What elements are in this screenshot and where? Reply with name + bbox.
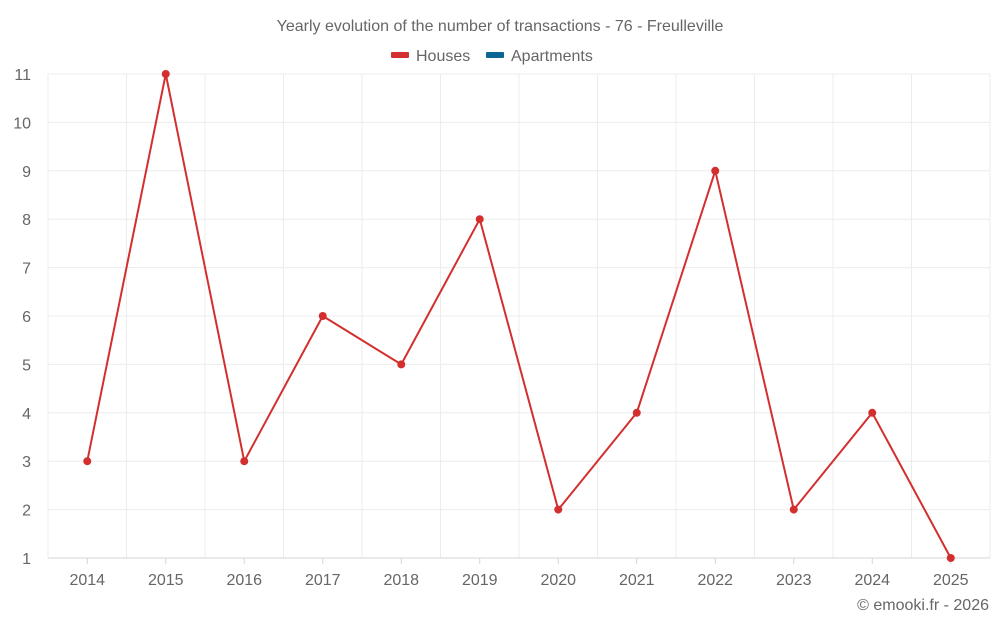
y-tick-label: 9 [22, 164, 31, 181]
legend-label-apartments: Apartments [511, 48, 593, 65]
x-tick-label: 2023 [776, 572, 812, 589]
data-point[interactable] [868, 408, 877, 417]
legend-item-houses[interactable]: Houses [391, 48, 470, 65]
chart-title: Yearly evolution of the number of transa… [277, 18, 724, 35]
x-tick-label: 2020 [540, 572, 576, 589]
data-point[interactable] [397, 360, 406, 369]
legend-swatch-houses [391, 52, 409, 58]
x-tick-label: 2017 [305, 572, 341, 589]
x-tick-label: 2022 [697, 572, 733, 589]
legend-item-apartments[interactable]: Apartments [486, 48, 593, 65]
x-tick-label: 2016 [226, 572, 262, 589]
x-tick-label: 2014 [69, 572, 105, 589]
series-line-houses [86, 73, 952, 559]
data-point[interactable] [475, 215, 484, 224]
y-tick-label: 1 [22, 551, 31, 568]
x-axis: 2014 2015 2016 2017 2018 2019 2020 2021 2022 2023… [48, 557, 990, 589]
y-tick-label: 11 [14, 67, 31, 84]
data-point[interactable] [789, 505, 798, 514]
legend-swatch-apartments [486, 52, 504, 58]
x-tick-label: 2021 [619, 572, 655, 589]
x-tick-label: 2019 [462, 572, 498, 589]
data-point[interactable] [946, 554, 955, 562]
data-point[interactable] [161, 70, 170, 78]
data-point[interactable] [318, 312, 327, 320]
data-point[interactable] [554, 505, 563, 514]
y-tick-label: 3 [22, 454, 31, 471]
data-point[interactable] [83, 457, 92, 466]
x-tick-label: 2015 [148, 572, 184, 589]
data-point[interactable] [632, 408, 641, 417]
y-tick-label: 4 [22, 406, 31, 423]
y-tick-label: 6 [22, 309, 31, 326]
data-point[interactable] [240, 457, 249, 466]
x-tick-label: 2018 [383, 572, 419, 589]
y-tick-label: 8 [22, 212, 31, 229]
legend: Houses Apartments [391, 48, 593, 65]
y-tick-label: 5 [22, 357, 31, 374]
series-houses [83, 70, 955, 562]
x-tick-label: 2025 [933, 572, 969, 589]
data-point[interactable] [711, 166, 720, 175]
grid [47, 73, 991, 559]
y-tick-label: 2 [22, 503, 31, 520]
y-tick-label: 10 [13, 115, 31, 132]
legend-label-houses: Houses [416, 48, 470, 65]
y-tick-label: 7 [22, 261, 31, 278]
y-axis: 1 2 3 4 5 6 7 8 9 10 11 [13, 67, 31, 568]
credit-text: © emooki.fr - 2026 [857, 597, 989, 614]
x-tick-label: 2024 [854, 572, 890, 589]
